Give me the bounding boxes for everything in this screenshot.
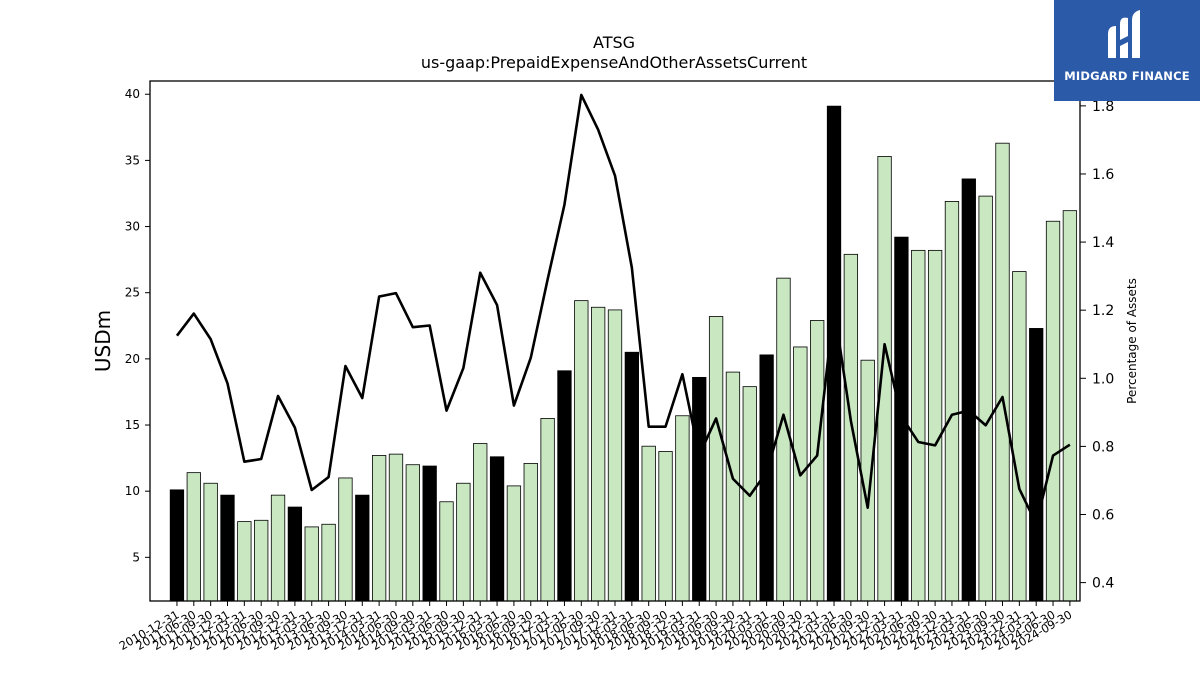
bar-2018-09-30 xyxy=(692,376,707,602)
logo-mark-icon xyxy=(1108,10,1140,59)
y-axis-left: 5 10 15 20 25 30 35 40 xyxy=(125,87,150,564)
y-tick-label: 10 xyxy=(125,484,140,498)
bar-2010-12-31 xyxy=(169,489,185,602)
y2-tick-label: 1.6 xyxy=(1092,167,1114,183)
bar-2014-06-30 xyxy=(405,464,420,602)
y-tick-label: 30 xyxy=(125,220,140,234)
logo-text: MIDGARD FINANCE xyxy=(1064,69,1190,83)
bar-2014-12-31 xyxy=(439,501,454,602)
y2-tick-label: 1.2 xyxy=(1092,303,1114,319)
x-axis: 2010-12-312011-06-302011-09-302011-12-31… xyxy=(117,601,1074,653)
midgard-finance-logo: MIDGARD FINANCE xyxy=(1054,0,1200,101)
bar-2023-06-30 xyxy=(1012,271,1027,602)
bar-2016-12-31 xyxy=(574,300,589,602)
y2-tick-label: 0.4 xyxy=(1092,576,1114,592)
bar-2013-03-31 xyxy=(321,523,336,602)
bar-2017-12-31 xyxy=(641,445,656,602)
bar-2011-09-30 xyxy=(220,494,235,602)
bar-2023-09-30 xyxy=(1029,328,1044,602)
bar-2019-03-31 xyxy=(725,371,741,602)
bar-2013-12-31 xyxy=(371,455,387,602)
y2-tick-label: 1.0 xyxy=(1092,371,1114,387)
y-tick-label: 25 xyxy=(125,286,140,300)
bar-2014-03-31 xyxy=(388,453,404,602)
bar-2014-09-30 xyxy=(422,465,437,602)
bar-2015-03-31 xyxy=(456,482,471,602)
line-series xyxy=(175,93,1071,526)
bar-2016-03-31 xyxy=(523,462,538,602)
y2-tick-label: 1.4 xyxy=(1092,235,1114,251)
bar-2023-03-31 xyxy=(995,142,1010,602)
bar-2017-06-30 xyxy=(607,309,623,602)
y2-axis-label: Percentage of Assets xyxy=(1125,278,1139,404)
bar-2011-06-30 xyxy=(203,482,218,602)
y2-tick-label: 1.8 xyxy=(1092,99,1114,115)
bar-2013-06-30 xyxy=(338,477,353,602)
bar-2012-09-30 xyxy=(287,506,303,602)
bar-2011-12-31 xyxy=(237,521,252,602)
bar-2015-06-30 xyxy=(473,443,488,602)
bar-2021-12-31 xyxy=(911,249,926,602)
y-tick-label: 20 xyxy=(125,352,140,366)
y-tick-label: 5 xyxy=(132,550,140,564)
bar-2017-09-30 xyxy=(624,351,639,602)
bar-2022-06-30 xyxy=(944,201,960,602)
bar-2022-03-31 xyxy=(927,249,943,602)
y-axis-right: 0.4 0.6 0.8 1.0 1.2 1.4 1.6 1.8 xyxy=(1080,99,1114,592)
bar-series xyxy=(169,105,1078,602)
bar-2011-03-31 xyxy=(186,472,201,602)
bar-2015-12-31 xyxy=(506,485,522,602)
bar-2013-09-30 xyxy=(355,494,370,602)
bar-2021-09-30 xyxy=(894,236,909,602)
y2-tick-label: 0.8 xyxy=(1092,439,1114,455)
bar-2018-12-31 xyxy=(708,316,724,602)
y-axis-label: USDm xyxy=(91,310,115,372)
bar-2016-09-30 xyxy=(557,370,572,602)
bar-2022-12-31 xyxy=(978,195,993,602)
bar-2022-09-30 xyxy=(961,178,976,602)
y-tick-label: 15 xyxy=(125,418,140,432)
bar-2023-12-31 xyxy=(1045,220,1061,602)
bar-2015-09-30 xyxy=(489,456,505,602)
bar-2012-12-31 xyxy=(304,526,319,602)
bar-2019-12-31 xyxy=(776,277,791,602)
y2-tick-label: 0.6 xyxy=(1092,508,1114,524)
chart-title: ATSG xyxy=(593,33,635,52)
bar-2024-03-31 xyxy=(1062,210,1078,602)
bar-2012-03-31 xyxy=(254,519,269,602)
bar-2017-03-31 xyxy=(591,306,606,602)
bar-2018-06-30 xyxy=(675,415,690,602)
percentage-line xyxy=(175,93,1071,526)
y-tick-label: 40 xyxy=(125,87,140,101)
bar-2018-03-31 xyxy=(658,451,673,602)
y-tick-label: 35 xyxy=(125,153,140,167)
chart-subtitle: us-gaap:PrepaidExpenseAndOtherAssetsCurr… xyxy=(421,53,807,72)
bar-2012-06-30 xyxy=(270,494,286,602)
bar-2016-06-30 xyxy=(540,417,555,602)
